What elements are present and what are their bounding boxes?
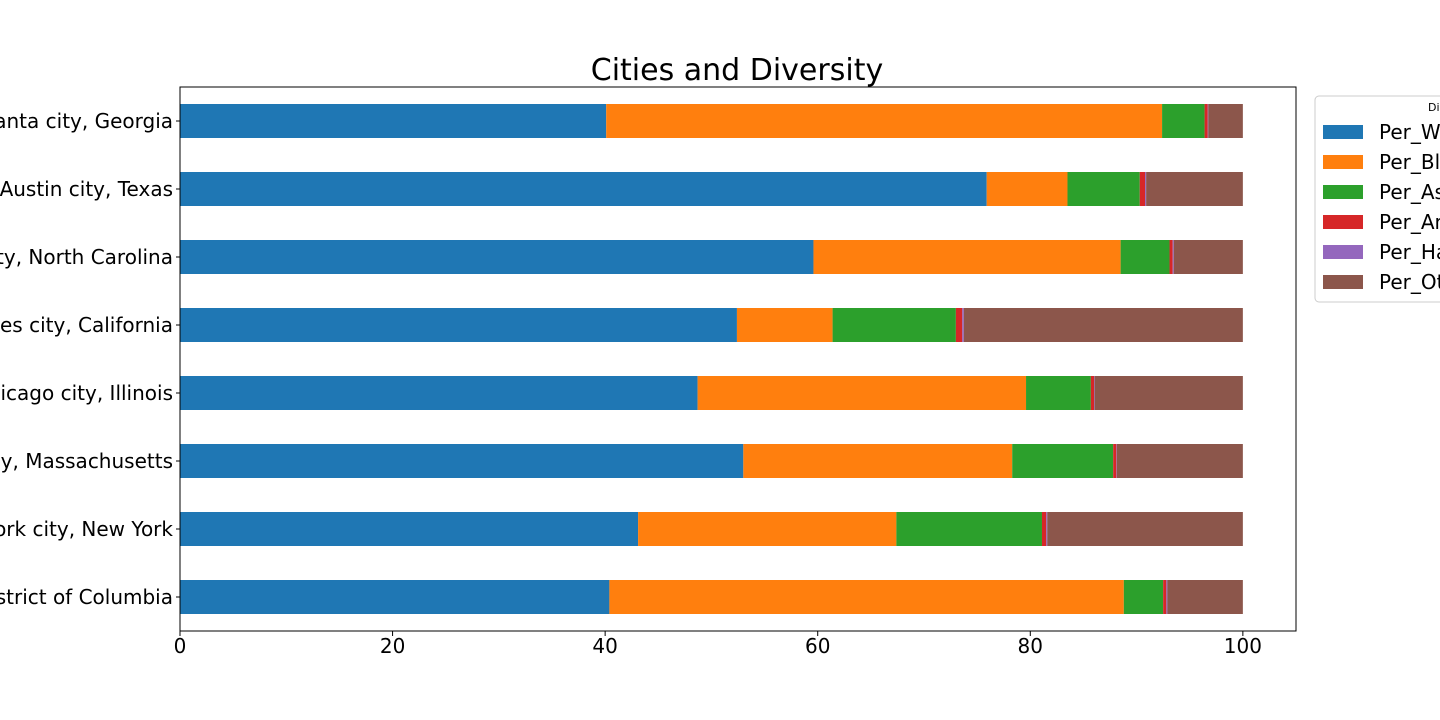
- bar-per-ot-5: [1116, 444, 1243, 478]
- bar-per-w-1: [180, 172, 987, 206]
- bar-per-an-7: [1163, 580, 1167, 614]
- legend-label: Per_An: [1379, 210, 1440, 234]
- bar-per-as-5: [1012, 444, 1114, 478]
- bar-per-an-4: [1090, 376, 1095, 410]
- legend-label: Per_Ot: [1379, 270, 1440, 294]
- bar-per-ot-3: [963, 308, 1243, 342]
- bar-per-an-3: [955, 308, 963, 342]
- legend-swatch: [1323, 275, 1363, 289]
- bar-per-bl-7: [609, 580, 1124, 614]
- bar-per-ot-0: [1208, 104, 1243, 138]
- bar-per-ha-2: [1172, 240, 1174, 274]
- x-tick-label: 60: [805, 634, 830, 658]
- legend: Di Per_W Per_Bl Per_As Per_An Per_Ha Per_Ot: [1314, 95, 1440, 303]
- y-axis: anta city, Georgia Austin city, Texas ty, …: [0, 109, 180, 609]
- bar-per-an-1: [1139, 172, 1146, 206]
- legend-label: Per_As: [1379, 180, 1440, 204]
- y-tick-label: Austin city, Texas: [0, 177, 173, 201]
- bar-per-ot-4: [1094, 376, 1243, 410]
- y-tick-label: ty, North Carolina: [0, 245, 173, 269]
- x-tick-label: 20: [380, 634, 405, 658]
- y-tick-label: y, Massachusetts: [1, 449, 173, 473]
- bar-per-ha-5: [1116, 444, 1117, 478]
- x-tick-label: 0: [174, 634, 187, 658]
- bar-per-an-2: [1169, 240, 1173, 274]
- bar-per-as-0: [1162, 104, 1205, 138]
- plot-frame: [179, 86, 1297, 632]
- bar-per-bl-6: [638, 512, 897, 546]
- y-tick-label: strict of Columbia: [0, 585, 173, 609]
- y-tick-label: ork city, New York: [0, 517, 173, 541]
- bar-per-an-0: [1204, 104, 1208, 138]
- x-tick-label: 40: [592, 634, 617, 658]
- bar-per-bl-3: [736, 308, 833, 342]
- x-tick-label: 100: [1224, 634, 1262, 658]
- bar-per-w-7: [180, 580, 610, 614]
- bar-per-bl-4: [697, 376, 1027, 410]
- bar-per-as-3: [832, 308, 956, 342]
- bar-per-as-6: [896, 512, 1042, 546]
- bars-layer: [180, 104, 1243, 614]
- legend-swatch: [1323, 125, 1363, 139]
- bar-per-w-4: [180, 376, 698, 410]
- bar-per-bl-2: [813, 240, 1121, 274]
- bar-per-as-2: [1120, 240, 1170, 274]
- bar-per-bl-1: [986, 172, 1068, 206]
- legend-swatch: [1323, 155, 1363, 169]
- chart-title: Cities and Diversity: [591, 53, 883, 88]
- legend-label: Per_Bl: [1379, 150, 1440, 174]
- bar-per-as-4: [1026, 376, 1091, 410]
- bar-per-ha-0: [1207, 104, 1209, 138]
- bar-per-w-2: [180, 240, 814, 274]
- bar-per-ot-2: [1173, 240, 1243, 274]
- bar-per-w-5: [180, 444, 744, 478]
- y-tick-label: es city, California: [0, 313, 173, 337]
- bar-per-ha-3: [962, 308, 964, 342]
- legend-swatch: [1323, 215, 1363, 229]
- bar-per-as-7: [1123, 580, 1164, 614]
- bar-per-bl-5: [743, 444, 1013, 478]
- bar-per-ha-4: [1094, 376, 1095, 410]
- x-tick-label: 80: [1018, 634, 1043, 658]
- legend-label: Per_Ha: [1379, 240, 1440, 264]
- bar-per-ot-1: [1146, 172, 1243, 206]
- legend-swatch: [1323, 245, 1363, 259]
- x-axis: 0 20 40 60 80 100: [174, 631, 1262, 658]
- bar-per-bl-0: [606, 104, 1163, 138]
- legend-title: Di: [1428, 101, 1440, 114]
- y-tick-label: anta city, Georgia: [0, 109, 173, 133]
- bar-per-ha-7: [1166, 580, 1168, 614]
- bar-per-an-6: [1041, 512, 1047, 546]
- legend-swatch: [1323, 185, 1363, 199]
- bar-per-w-0: [180, 104, 607, 138]
- legend-label: Per_W: [1379, 120, 1440, 144]
- y-tick-label: icago city, Illinois: [1, 381, 174, 405]
- bar-per-ha-1: [1145, 172, 1147, 206]
- bar-per-ot-7: [1167, 580, 1243, 614]
- bar-per-w-3: [180, 308, 737, 342]
- bar-per-ha-6: [1046, 512, 1048, 546]
- bar-per-w-6: [180, 512, 639, 546]
- bar-per-an-5: [1113, 444, 1117, 478]
- bar-per-ot-6: [1047, 512, 1243, 546]
- bar-per-as-1: [1067, 172, 1140, 206]
